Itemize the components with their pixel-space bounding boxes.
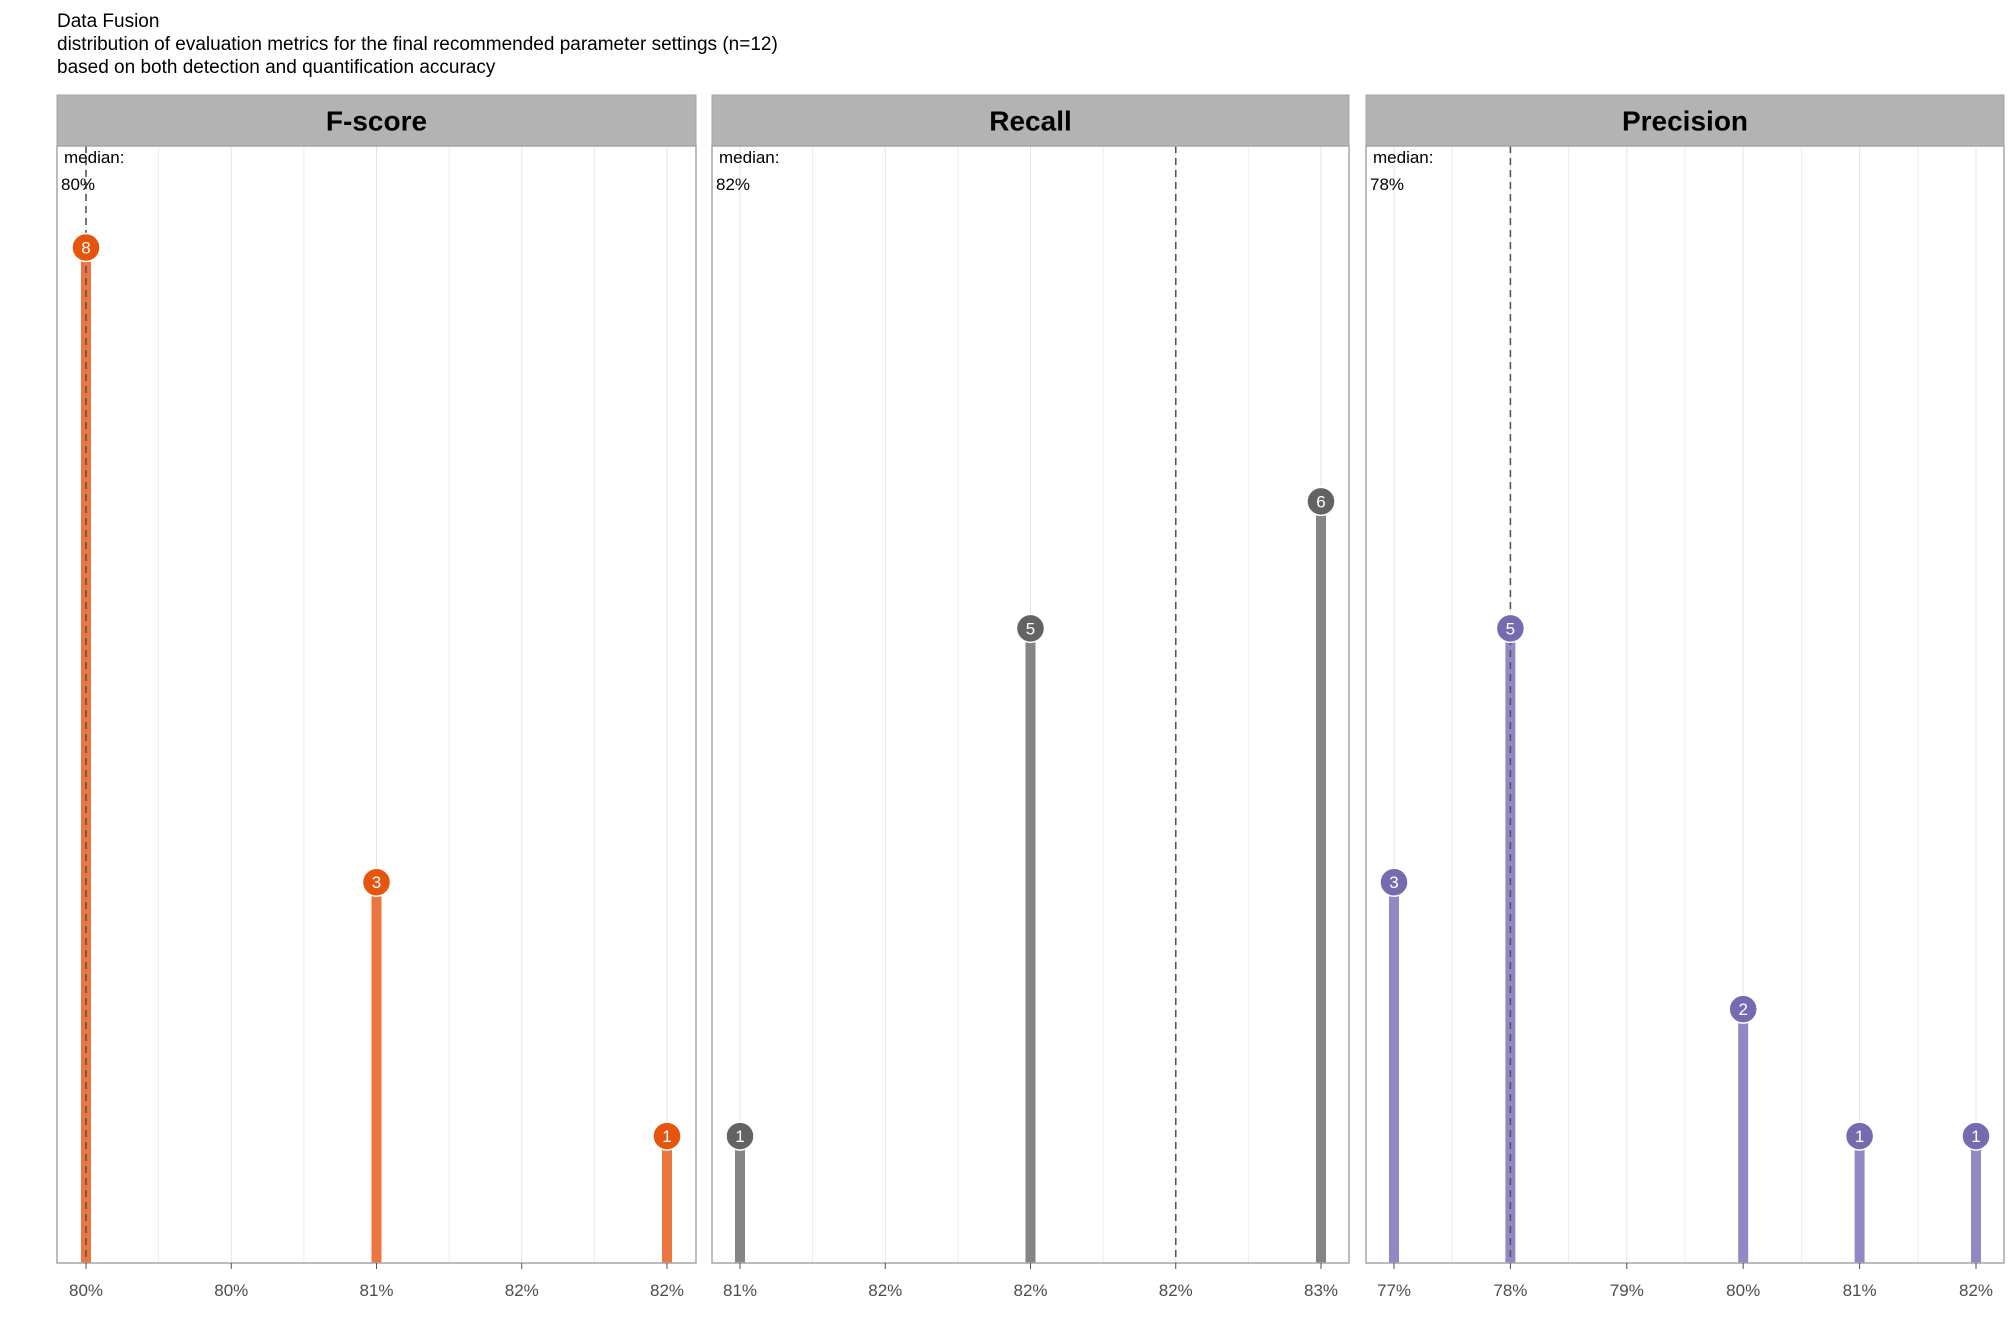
panel-border bbox=[1365, 145, 2005, 1264]
point-count-label: 5 bbox=[1506, 619, 1515, 638]
facet-strip bbox=[56, 94, 697, 147]
facet-strip bbox=[1365, 94, 2005, 147]
x-tick-label: 78% bbox=[1493, 1281, 1527, 1300]
chart-subtitle: distribution of evaluation metrics for t… bbox=[57, 34, 778, 55]
point-count-label: 1 bbox=[662, 1127, 671, 1146]
lollipop-point bbox=[1015, 613, 1046, 644]
point-count-label: 3 bbox=[1389, 873, 1398, 892]
lollipop-point bbox=[361, 867, 392, 897]
point-count-label: 5 bbox=[1026, 619, 1035, 638]
lollipop-point bbox=[725, 1121, 755, 1151]
x-tick-label: 79% bbox=[1610, 1281, 1644, 1300]
chart-titles: Data Fusion distribution of evaluation m… bbox=[57, 10, 778, 79]
x-tick-label: 81% bbox=[723, 1281, 757, 1300]
point-count-label: 3 bbox=[372, 873, 381, 892]
median-value: 82% bbox=[716, 175, 750, 194]
x-tick-label: 80% bbox=[214, 1281, 248, 1300]
x-tick-label: 82% bbox=[1013, 1281, 1047, 1300]
lollipop-point bbox=[1844, 1121, 1875, 1151]
median-value: 78% bbox=[1370, 175, 1404, 194]
x-tick-label: 82% bbox=[650, 1281, 684, 1300]
point-count-label: 1 bbox=[1971, 1127, 1980, 1146]
x-tick-label: 80% bbox=[69, 1281, 103, 1300]
point-count-label: 2 bbox=[1738, 1000, 1747, 1019]
point-count-label: 6 bbox=[1316, 492, 1325, 511]
facet-title: F-score bbox=[326, 106, 427, 137]
lollipop-point bbox=[1306, 486, 1336, 517]
lollipop-point bbox=[1728, 994, 1758, 1024]
chart-title: Data Fusion bbox=[57, 11, 160, 32]
facet-title: Precision bbox=[1622, 106, 1748, 137]
median-label: median: bbox=[64, 148, 124, 167]
chart-caption: based on both detection and quantificati… bbox=[57, 57, 496, 78]
point-count-label: 1 bbox=[1855, 1127, 1864, 1146]
point-count-label: 1 bbox=[735, 1127, 744, 1146]
x-tick-label: 77% bbox=[1377, 1281, 1411, 1300]
x-tick-label: 80% bbox=[1726, 1281, 1760, 1300]
x-tick-label: 82% bbox=[1959, 1281, 1993, 1300]
x-tick-label: 82% bbox=[505, 1281, 539, 1300]
median-label: median: bbox=[1373, 148, 1433, 167]
lollipop-point bbox=[1961, 1121, 1991, 1151]
lollipop-point bbox=[1495, 613, 1526, 644]
point-count-label: 8 bbox=[81, 239, 90, 258]
x-tick-label: 81% bbox=[1843, 1281, 1877, 1300]
x-tick-label: 82% bbox=[868, 1281, 902, 1300]
lollipop-point bbox=[1379, 867, 1409, 897]
facet-strip bbox=[711, 94, 1350, 147]
facet-title: Recall bbox=[989, 106, 1072, 137]
lollipop-point bbox=[71, 232, 101, 263]
x-tick-label: 82% bbox=[1159, 1281, 1193, 1300]
lollipop-point bbox=[652, 1121, 682, 1151]
x-tick-label: 83% bbox=[1304, 1281, 1338, 1300]
x-tick-label: 81% bbox=[359, 1281, 393, 1300]
median-value: 80% bbox=[61, 175, 95, 194]
median-label: median: bbox=[719, 148, 779, 167]
